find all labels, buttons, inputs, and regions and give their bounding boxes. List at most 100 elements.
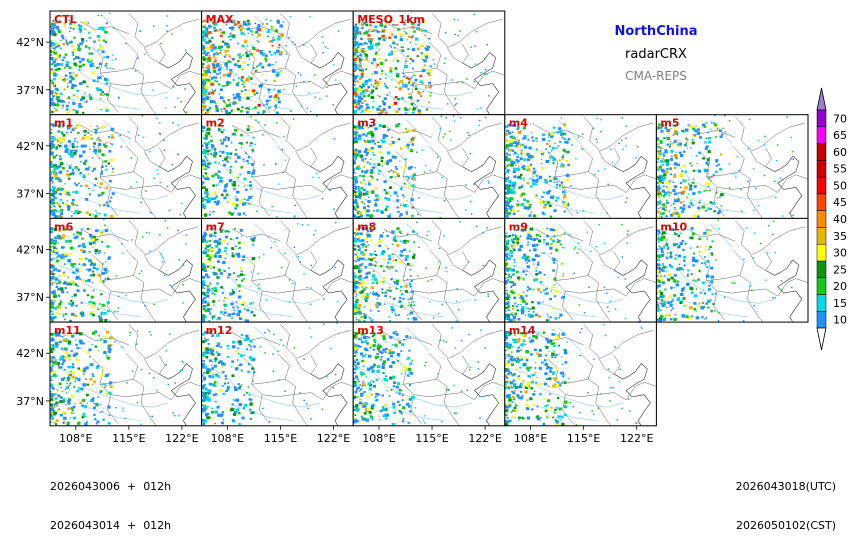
echo-cell xyxy=(380,156,384,160)
echo-cell xyxy=(268,40,272,43)
echo-cell xyxy=(368,124,372,128)
echo-cell xyxy=(363,203,366,205)
echo-cell xyxy=(356,140,358,143)
echo-cell xyxy=(355,301,359,304)
echo-cell xyxy=(678,144,682,147)
echo-cell xyxy=(562,154,565,156)
echo-cell xyxy=(89,138,91,140)
echo-cell xyxy=(516,240,520,243)
echo-cell xyxy=(105,82,109,85)
echo-cell xyxy=(515,144,519,148)
echo-cell xyxy=(508,153,511,156)
echo-cell xyxy=(61,290,65,294)
echo-cell xyxy=(203,315,207,319)
river-line xyxy=(80,301,142,318)
echo-cell xyxy=(243,20,246,24)
echo-cell xyxy=(367,244,369,246)
echo-cell xyxy=(72,233,75,236)
panel-content xyxy=(353,115,505,219)
panel-label: m3 xyxy=(357,117,376,130)
echo-cell xyxy=(104,319,108,322)
echo-cell xyxy=(361,110,364,113)
echo-cell xyxy=(537,315,541,318)
echo-cell xyxy=(50,174,52,176)
echo-cell xyxy=(561,155,564,158)
echo-cell xyxy=(384,140,386,142)
echo-cell xyxy=(92,270,95,273)
echo-cell xyxy=(358,295,360,297)
echo-cell xyxy=(209,54,211,56)
echo-cell xyxy=(513,261,516,263)
echo-cell xyxy=(322,52,324,54)
echo-cell xyxy=(201,20,204,23)
echo-cell xyxy=(57,130,60,133)
echo-cell xyxy=(556,166,558,168)
echo-cell xyxy=(201,264,205,268)
echo-cell xyxy=(400,46,403,49)
echo-cell xyxy=(79,278,82,280)
echo-cell xyxy=(540,291,542,293)
echo-cell xyxy=(736,155,739,158)
echo-cell xyxy=(67,177,71,180)
echo-cell xyxy=(256,40,259,42)
echo-cell xyxy=(362,127,365,130)
echo-cell xyxy=(235,204,239,207)
echo-cell xyxy=(394,67,398,70)
echo-cell xyxy=(507,191,510,194)
echo-cell xyxy=(708,248,711,251)
echo-cell xyxy=(51,319,54,322)
echo-cell xyxy=(517,303,520,306)
echo-cell xyxy=(423,171,426,173)
echo-cell xyxy=(75,56,79,59)
echo-cell xyxy=(271,64,273,66)
echo-cell xyxy=(109,67,112,70)
echo-cell xyxy=(396,97,400,101)
province-boundary xyxy=(110,288,172,297)
echo-cell xyxy=(522,270,525,273)
echo-cell xyxy=(278,66,281,69)
echo-cell xyxy=(70,228,72,231)
echo-cell xyxy=(354,97,357,99)
echo-cell xyxy=(511,291,515,295)
echo-cell xyxy=(202,251,205,253)
echo-cell xyxy=(101,170,104,173)
echo-cell xyxy=(363,48,367,52)
echo-cell xyxy=(549,242,553,246)
echo-cell xyxy=(204,247,208,250)
echo-cell xyxy=(68,194,71,196)
echo-cell xyxy=(73,36,76,39)
echo-cell xyxy=(76,289,80,292)
echo-cell xyxy=(66,61,69,64)
echo-cell xyxy=(82,80,86,84)
echo-cell xyxy=(56,62,60,66)
echo-cell xyxy=(50,166,53,168)
echo-cell xyxy=(248,58,251,60)
echo-cell xyxy=(321,198,324,200)
echo-cell xyxy=(487,180,490,182)
echo-cell xyxy=(52,83,54,86)
echo-cell xyxy=(505,184,508,187)
echo-cell xyxy=(102,39,105,42)
echo-cell xyxy=(97,127,100,129)
echo-cell xyxy=(74,84,77,87)
echo-cell xyxy=(50,228,53,232)
echo-cell xyxy=(75,304,78,307)
echo-cell xyxy=(276,216,278,218)
echo-cell xyxy=(663,300,667,304)
echo-cell xyxy=(229,169,232,172)
echo-cell xyxy=(362,192,366,196)
echo-cell xyxy=(397,174,400,178)
echo-cell xyxy=(84,28,86,31)
echo-cell xyxy=(376,47,378,49)
echo-cell xyxy=(92,235,96,239)
echo-cell xyxy=(673,198,676,200)
echo-cell xyxy=(209,193,212,196)
echo-cell xyxy=(277,183,280,185)
echo-cell xyxy=(236,83,239,87)
echo-cell xyxy=(363,179,365,181)
echo-cell xyxy=(208,232,212,236)
echo-cell xyxy=(365,295,370,299)
echo-cell xyxy=(332,64,335,66)
echo-cell xyxy=(673,279,677,283)
echo-cell xyxy=(355,260,358,263)
